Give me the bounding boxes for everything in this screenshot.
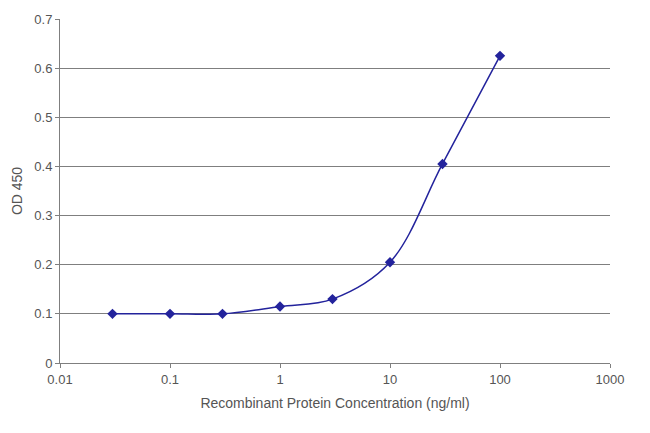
svg-text:0.7: 0.7 <box>34 12 52 27</box>
svg-text:0.2: 0.2 <box>34 257 52 272</box>
svg-text:0.01: 0.01 <box>47 372 72 387</box>
svg-text:0.6: 0.6 <box>34 61 52 76</box>
svg-text:0.4: 0.4 <box>34 159 52 174</box>
svg-text:0.3: 0.3 <box>34 208 52 223</box>
svg-text:0: 0 <box>45 356 52 371</box>
svg-text:0.1: 0.1 <box>34 306 52 321</box>
svg-text:1: 1 <box>276 372 283 387</box>
svg-text:OD 450: OD 450 <box>9 167 25 215</box>
svg-text:0.1: 0.1 <box>161 372 179 387</box>
svg-text:Recombinant Protein Concentrat: Recombinant Protein Concentration (ng/ml… <box>200 395 469 411</box>
svg-text:1000: 1000 <box>596 372 625 387</box>
svg-text:0.5: 0.5 <box>34 110 52 125</box>
svg-text:100: 100 <box>489 372 511 387</box>
svg-text:10: 10 <box>383 372 397 387</box>
